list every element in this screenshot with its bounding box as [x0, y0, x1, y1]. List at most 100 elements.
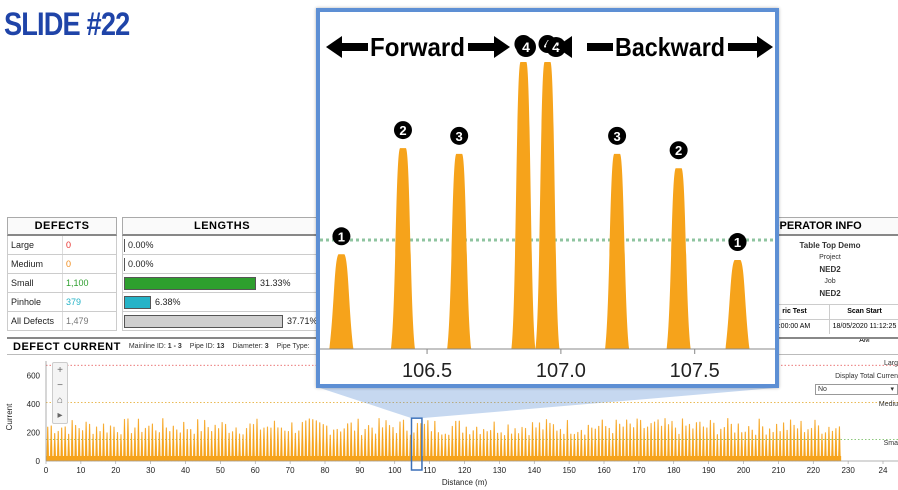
x-tick-label: 106.5 [402, 360, 452, 382]
arrow-shaft [342, 43, 368, 51]
defect-label: Large [8, 236, 63, 254]
peak-badge [669, 141, 688, 160]
forward-label: Forward [370, 32, 465, 62]
zoom-in-icon[interactable]: + [57, 365, 63, 376]
length-percent: 31.33% [260, 278, 291, 288]
peak-number: 1 [338, 229, 345, 244]
x-tick-label: 190 [702, 466, 716, 475]
x-tick-label: 150 [562, 466, 576, 475]
x-tick-label: 130 [493, 466, 507, 475]
pan-icon[interactable]: ▸ [57, 410, 63, 421]
defect-label: Medium [8, 255, 63, 273]
small-threshold-label: Sma [883, 440, 898, 447]
peak-number: 2 [399, 123, 406, 138]
defect-current-chart[interactable]: 0 200 400 600 0 10 20 30 40 50 60 70 80 90 100 110 120 13… [0, 355, 898, 490]
backward-label: Backward [615, 32, 725, 62]
arrow-left-icon [326, 36, 342, 58]
job-value: NED2 [819, 265, 841, 274]
defect-label: All Defects [8, 312, 63, 330]
x-tick-label: 200 [737, 466, 751, 475]
project-name: Table Top Demo [799, 241, 861, 250]
defect-count: 379 [66, 297, 82, 307]
length-percent: 37.71% [287, 316, 318, 326]
arrow-shaft [587, 43, 613, 51]
length-bar [124, 315, 283, 328]
display-total-label: Display Total Curren [835, 373, 898, 380]
x-tick-label: 140 [528, 466, 542, 475]
length-row: 6.38% [122, 293, 322, 312]
defect-row: Large 0 [7, 236, 117, 255]
pipe-id: Pipe ID: 13 [189, 343, 225, 350]
length-row: 0.00% [122, 236, 322, 255]
lengths-header: LENGTHS [122, 217, 322, 236]
home-icon[interactable]: ⌂ [56, 395, 64, 406]
dropdown-arrow-icon: ▾ [890, 386, 894, 393]
medium-threshold-label: Mediu [878, 401, 898, 408]
diameter: Diameter: 3 [232, 343, 269, 350]
y-tick-label: 600 [27, 371, 41, 380]
x-tick-label: 210 [772, 466, 786, 475]
x-tick-label: 170 [632, 466, 646, 475]
peak [447, 153, 472, 349]
display-total-select[interactable]: No ▾ [815, 384, 898, 395]
scan-header-row: ric Test Scan Start [760, 304, 898, 319]
peak-number: 4 [522, 39, 530, 55]
length-row: 37.71% [122, 312, 322, 331]
job-label: Job [824, 278, 836, 285]
arrow-shaft [728, 43, 758, 51]
peak [666, 168, 691, 349]
y-axis-label: Current [5, 403, 14, 430]
x-tick-label: 20 [111, 466, 120, 475]
peak [535, 62, 560, 349]
x-tick-label: 107.0 [536, 360, 586, 382]
length-bar [124, 296, 151, 309]
operator-info-panel: OPERATOR INFO Table Top Demo Project NED… [760, 217, 898, 344]
peak-badge [450, 126, 469, 145]
peak-number: 1 [734, 235, 741, 250]
zoom-selection-box [410, 417, 423, 471]
peak-badge [608, 126, 627, 145]
x-tick-label: 90 [355, 466, 364, 475]
scan-start-header: Scan Start [830, 305, 898, 319]
defect-count: 0 [66, 259, 72, 269]
length-percent: 6.38% [155, 297, 181, 307]
defect-row: Medium 0 [7, 255, 117, 274]
peak-number: 3 [613, 129, 620, 144]
x-tick-label: 30 [146, 466, 155, 475]
chart-zoom-controls: + − ⌂ ▸ [52, 362, 68, 424]
peak [605, 153, 630, 349]
peak-badge [393, 121, 412, 140]
defects-panel: DEFECTS Large 0 Medium 0 Small 1,100 Pinhole 37… [7, 217, 117, 331]
defects-header: DEFECTS [7, 217, 117, 236]
mainline-id: Mainline ID: 1 - 3 [128, 343, 182, 350]
defect-row: All Defects 1,479 [7, 312, 117, 331]
defect-current-title: DEFECT CURRENT [13, 340, 121, 353]
x-tick-label: 160 [597, 466, 611, 475]
x-tick-label: 40 [181, 466, 190, 475]
zoom-out-icon[interactable]: − [57, 380, 63, 391]
arrow-shaft [468, 43, 494, 51]
length-bar [124, 258, 125, 271]
x-tick-label: 230 [841, 466, 855, 475]
peak [329, 254, 354, 349]
length-percent: 0.00% [128, 240, 154, 250]
peak-badge [516, 37, 536, 57]
peak-badge [728, 233, 747, 252]
metric-test-header: ric Test [760, 305, 830, 319]
arrow-right-icon [757, 36, 773, 58]
peak [390, 148, 415, 349]
scan-start-value: 18/05/2020 11:12:25 AM [830, 320, 898, 344]
length-percent: 0.00% [128, 259, 154, 269]
pipe-type: Pipe Type: [276, 343, 310, 350]
operator-header: OPERATOR INFO [760, 217, 898, 236]
defect-row: Small 1,100 [7, 274, 117, 293]
arrow-right-icon [494, 36, 510, 58]
defect-row: Pinhole 379 [7, 293, 117, 312]
x-tick-label: 80 [321, 466, 330, 475]
peak [511, 62, 536, 349]
x-tick-label: 50 [216, 466, 225, 475]
length-row: 0.00% [122, 255, 322, 274]
scan-value-row: :00:00 AM 18/05/2020 11:12:25 AM [760, 319, 898, 344]
